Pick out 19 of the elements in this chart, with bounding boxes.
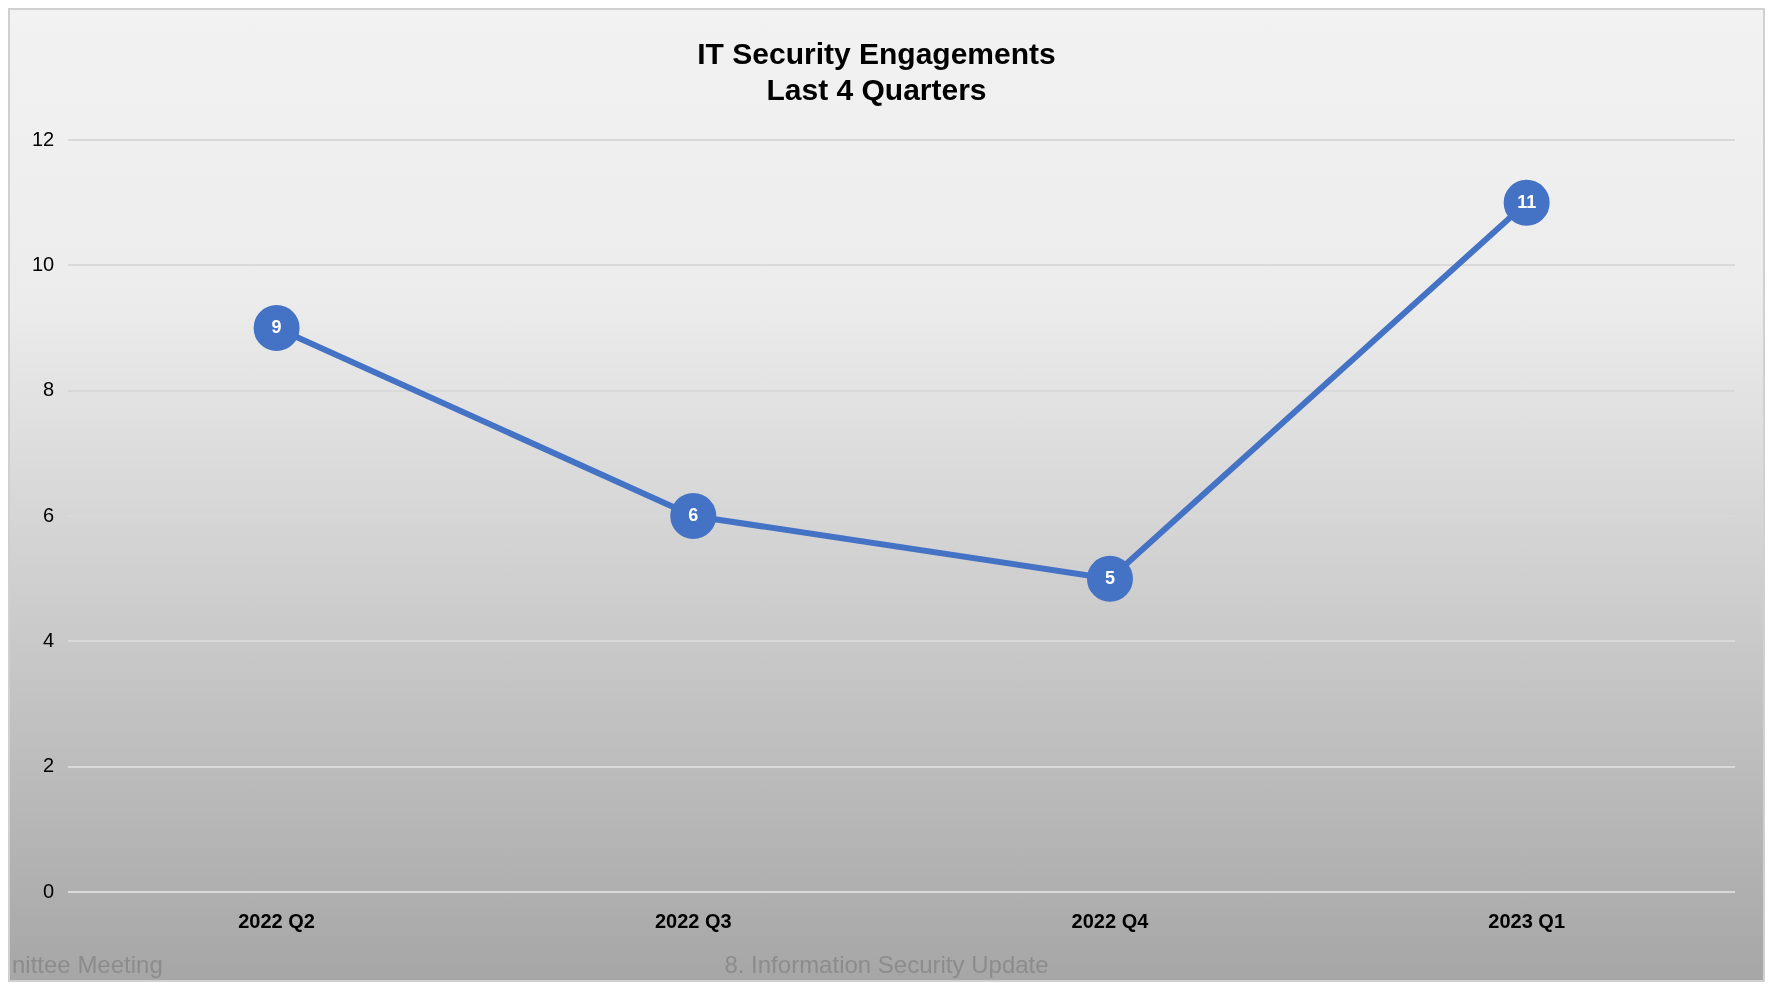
y-tick-label: 12 bbox=[32, 127, 55, 150]
x-tick-label: 2022 Q3 bbox=[654, 909, 732, 932]
y-tick-label: 0 bbox=[43, 879, 55, 902]
chart-title: IT Security Engagements Last 4 Quarters bbox=[697, 37, 1056, 107]
point bbox=[1086, 555, 1133, 602]
x-tick-label: 2022 Q2 bbox=[238, 909, 315, 932]
y-tick-label: 2 bbox=[43, 754, 55, 777]
y-tick-label: 8 bbox=[43, 378, 55, 401]
data-label: 11 bbox=[1517, 191, 1537, 212]
y-tick-label: 6 bbox=[43, 503, 55, 526]
x-tick-label: 2022 Q4 bbox=[1071, 909, 1150, 932]
data-label: 9 bbox=[271, 316, 282, 337]
data-label: 5 bbox=[1104, 567, 1115, 588]
x-tick-label: 2023 Q1 bbox=[1488, 909, 1566, 932]
y-tick-label: 4 bbox=[43, 628, 55, 651]
point bbox=[670, 493, 717, 539]
point bbox=[253, 305, 300, 351]
data-label: 6 bbox=[688, 504, 699, 525]
y-tick-label: 10 bbox=[32, 252, 55, 275]
